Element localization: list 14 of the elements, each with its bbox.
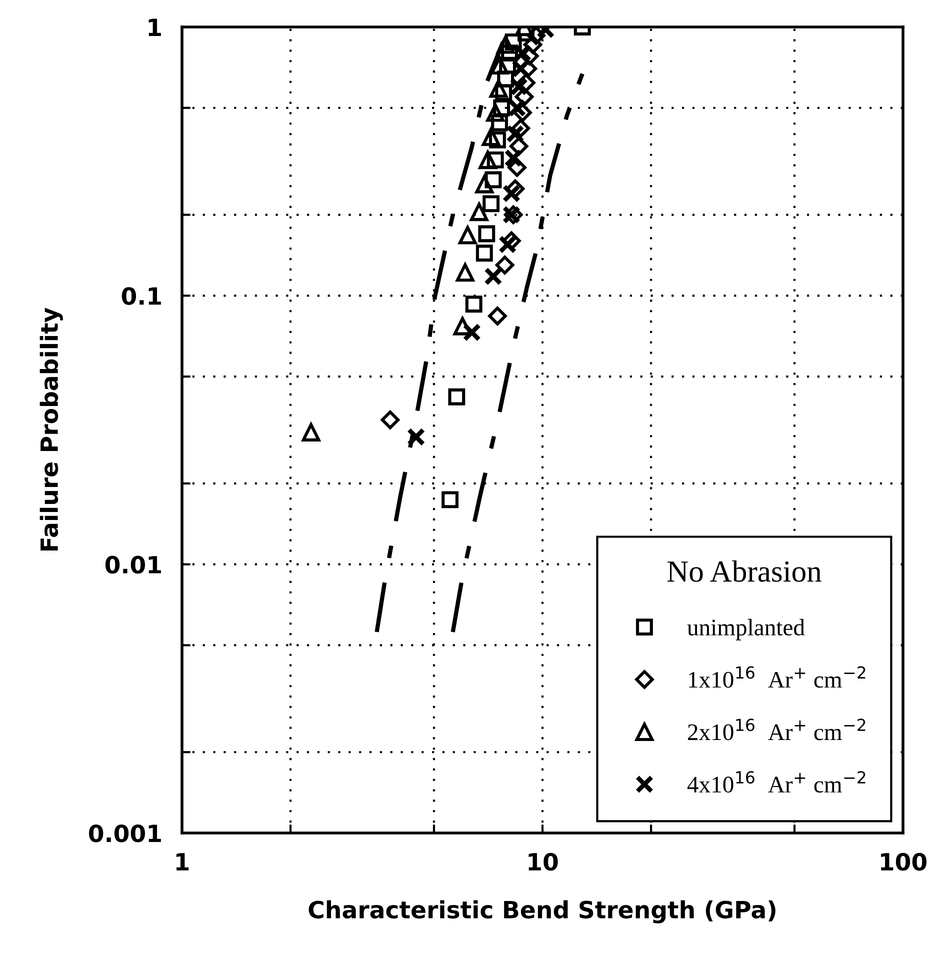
- y-tick-label: 1: [148, 18, 161, 36]
- legend-label: unimplanted: [687, 618, 805, 640]
- legend-label: 2x10$^{16}$ Ar$^{+}$ cm$^{−2}$: [688, 718, 866, 740]
- y-tick-label: 0.001: [89, 824, 161, 842]
- legend-title: No Abrasion: [667, 560, 822, 582]
- x-tick-label: 1: [176, 853, 189, 870]
- x-tick-label: 100: [881, 852, 927, 871]
- y-tick-label: 0.1: [122, 287, 161, 305]
- y-tick-label: 0.01: [105, 556, 161, 574]
- legend-label: 1x10$^{16}$ Ar$^{+}$ cm$^{−2}$: [689, 666, 866, 688]
- x-tick-label: 10: [528, 852, 558, 871]
- legend-label: 4x10$^{16}$ Ar$^{+}$ cm$^{−2}$: [687, 771, 866, 793]
- x-axis-title: Characteristic Bend Strength (GPa): [308, 900, 776, 924]
- y-axis-title: Failure Probability: [40, 308, 63, 551]
